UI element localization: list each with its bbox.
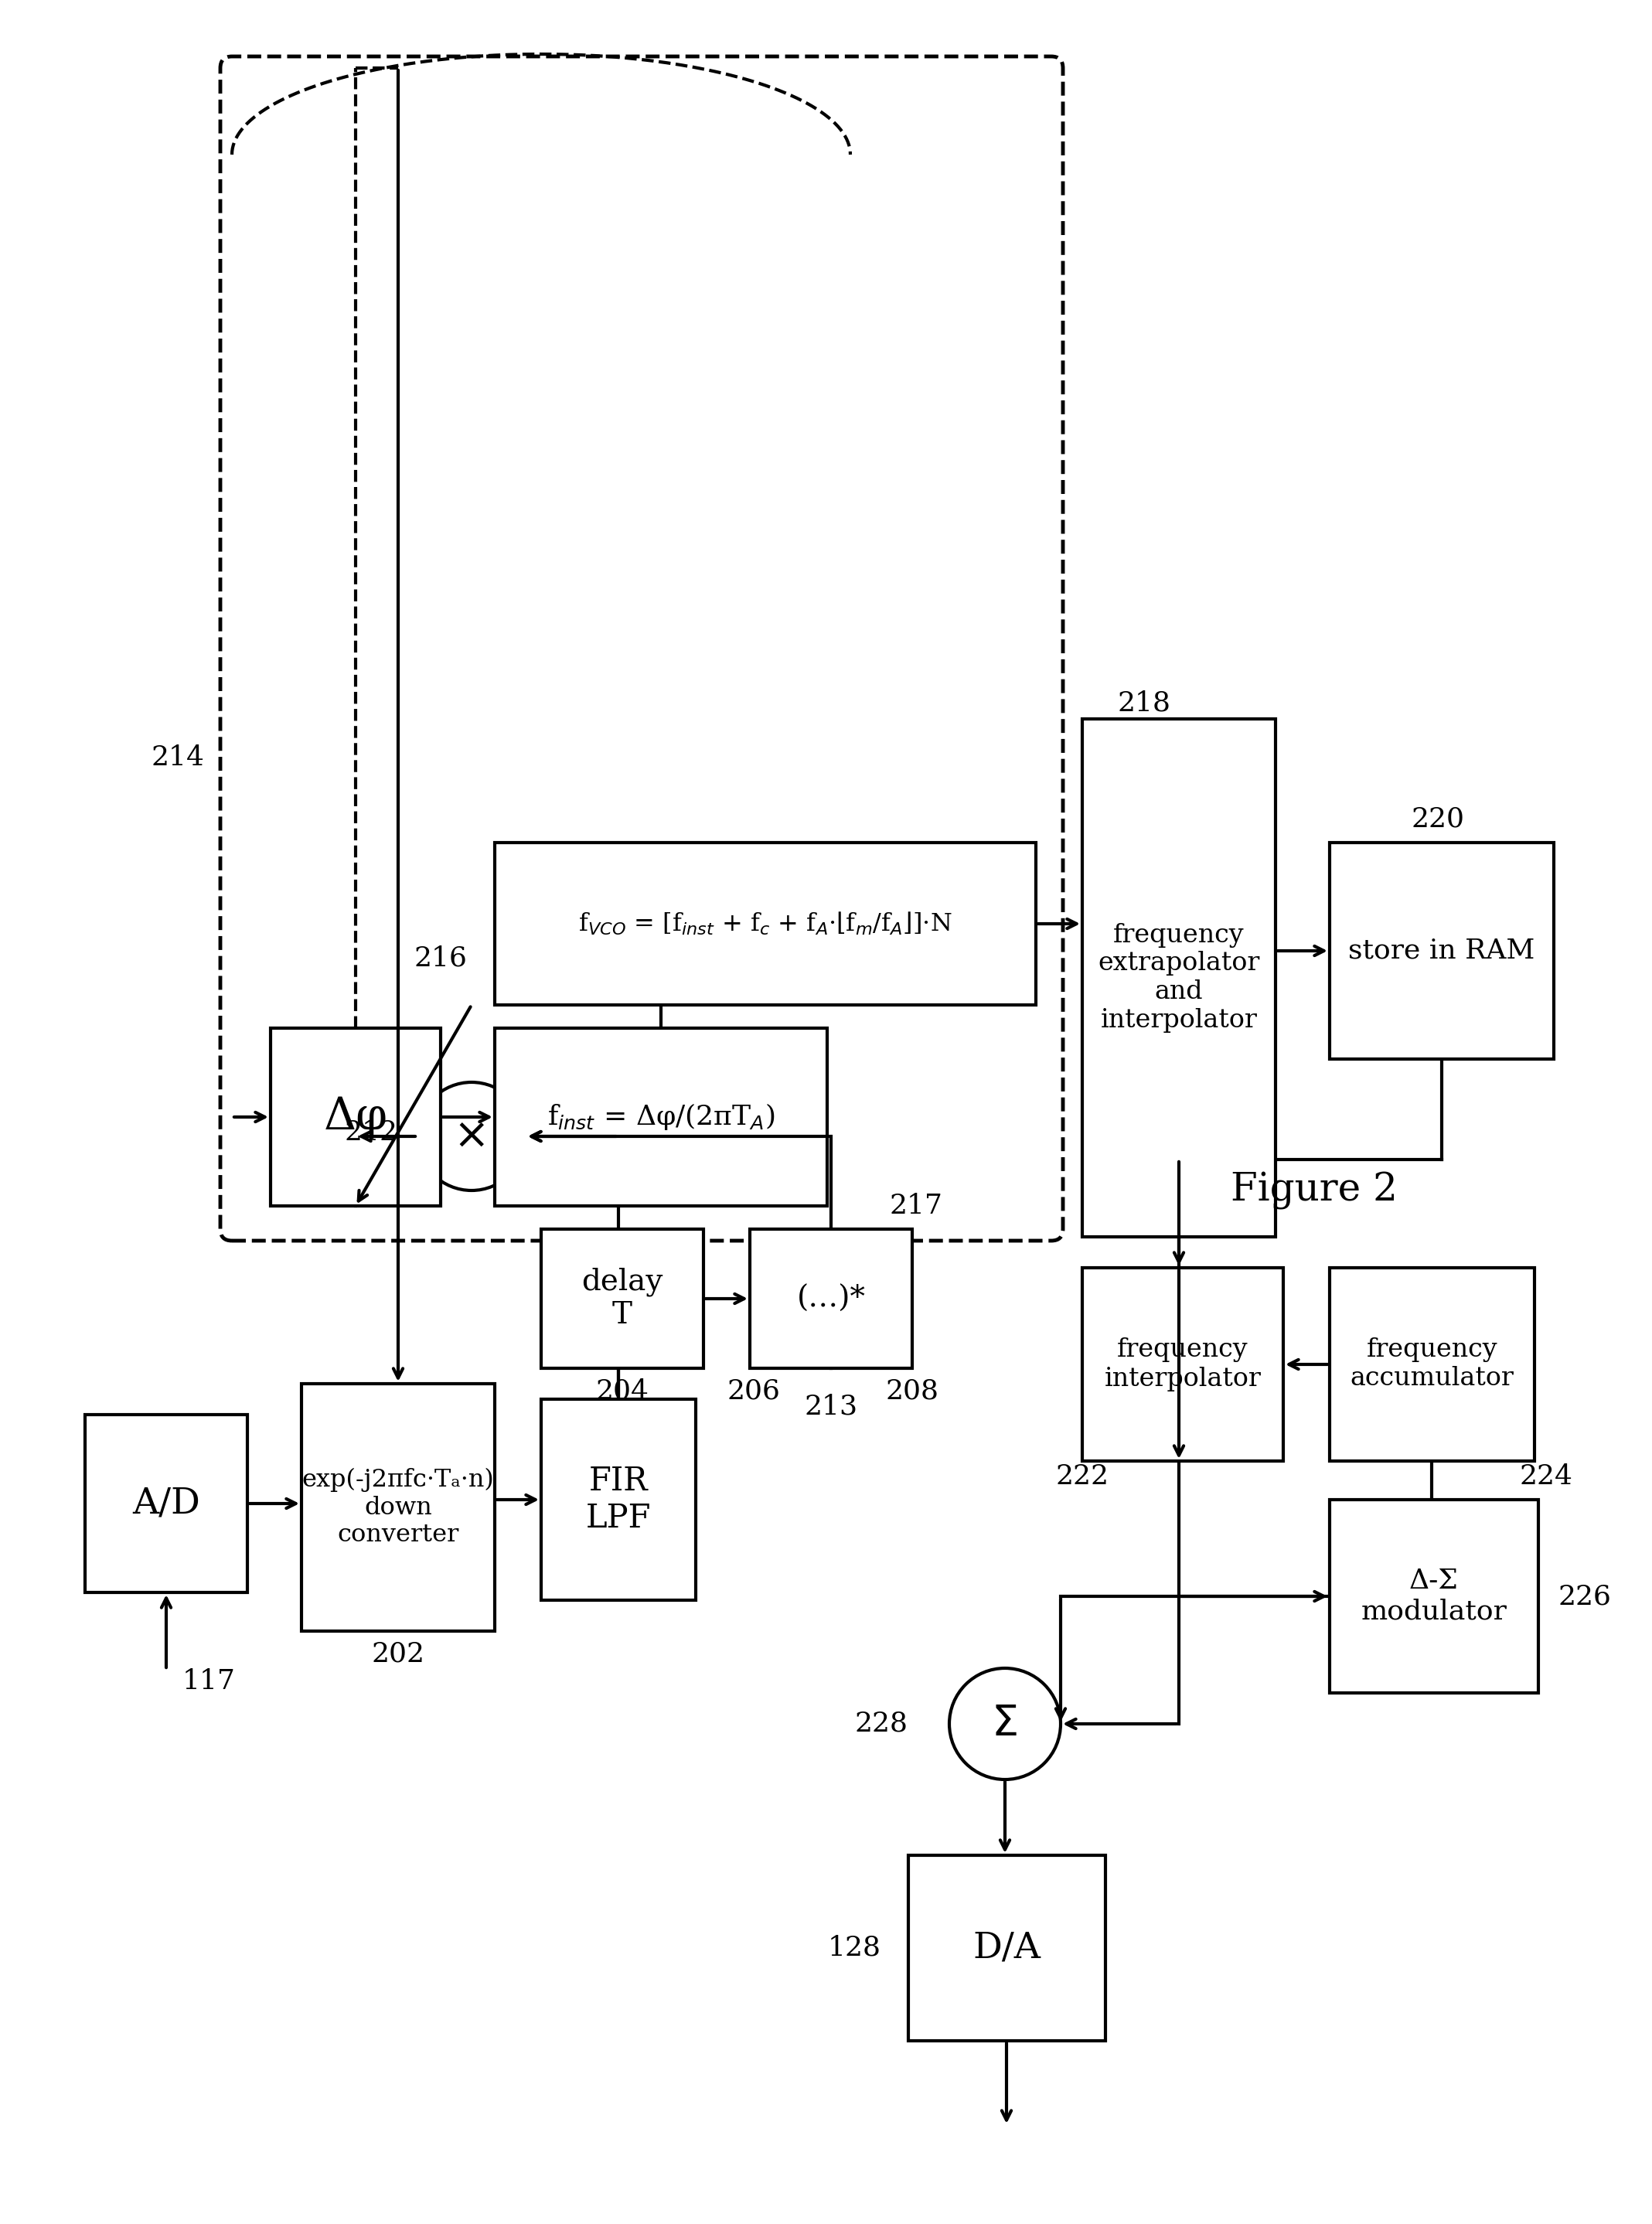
Bar xyxy=(301,1383,494,1630)
Text: 117: 117 xyxy=(182,1668,235,1695)
Bar xyxy=(909,1855,1105,2042)
Text: 212: 212 xyxy=(344,1119,398,1145)
Text: Δφ: Δφ xyxy=(324,1096,388,1139)
Text: 226: 226 xyxy=(1558,1583,1611,1610)
Text: 206: 206 xyxy=(727,1379,780,1406)
Bar xyxy=(1082,1268,1284,1461)
Bar xyxy=(542,1230,704,1368)
Text: f$_{inst}$ = Δφ/(2πT$_A$): f$_{inst}$ = Δφ/(2πT$_A$) xyxy=(547,1101,775,1132)
Text: 220: 220 xyxy=(1411,807,1465,832)
Circle shape xyxy=(418,1083,525,1190)
Bar xyxy=(494,1027,828,1205)
Bar xyxy=(1330,1268,1535,1461)
Text: exp(-j2πfᴄ·Tₐ·n)
down
converter: exp(-j2πfᴄ·Tₐ·n) down converter xyxy=(302,1468,494,1548)
Text: FIR
LPF: FIR LPF xyxy=(586,1466,651,1535)
Text: 217: 217 xyxy=(889,1192,943,1219)
Text: D/A: D/A xyxy=(973,1930,1041,1966)
Text: frequency
extrapolator
and
interpolator: frequency extrapolator and interpolator xyxy=(1099,923,1260,1034)
Text: (…)*: (…)* xyxy=(796,1285,866,1312)
Bar xyxy=(1330,1499,1538,1692)
Text: f$_{VCO}$ = [f$_{inst}$ + f$_c$ + f$_A$·⌊f$_m$/f$_A$⌋]·N: f$_{VCO}$ = [f$_{inst}$ + f$_c$ + f$_A$·… xyxy=(578,910,952,936)
Text: 216: 216 xyxy=(415,945,468,972)
Bar xyxy=(271,1027,441,1205)
Bar xyxy=(542,1399,695,1599)
Text: Σ: Σ xyxy=(991,1704,1019,1744)
Circle shape xyxy=(950,1668,1061,1779)
Text: delay
T: delay T xyxy=(582,1268,662,1330)
Text: frequency
accumulator: frequency accumulator xyxy=(1350,1337,1513,1390)
Text: 213: 213 xyxy=(805,1394,857,1421)
Bar xyxy=(1082,718,1275,1237)
Text: Figure 2: Figure 2 xyxy=(1231,1172,1398,1210)
Text: frequency
interpolator: frequency interpolator xyxy=(1104,1337,1260,1390)
Text: 214: 214 xyxy=(150,745,205,772)
Text: 224: 224 xyxy=(1520,1463,1573,1490)
Text: store in RAM: store in RAM xyxy=(1348,939,1535,963)
Text: ×: × xyxy=(454,1116,489,1156)
Text: A/D: A/D xyxy=(132,1486,200,1521)
Bar xyxy=(84,1414,248,1592)
Bar xyxy=(750,1230,912,1368)
Text: Δ-Σ
modulator: Δ-Σ modulator xyxy=(1361,1568,1507,1626)
Bar xyxy=(494,843,1036,1005)
Text: 208: 208 xyxy=(885,1379,938,1406)
Text: 218: 218 xyxy=(1117,689,1171,716)
Text: 204: 204 xyxy=(596,1379,649,1406)
Bar xyxy=(1330,843,1555,1059)
Text: 222: 222 xyxy=(1056,1463,1108,1490)
Text: 202: 202 xyxy=(372,1641,425,1668)
Text: 228: 228 xyxy=(854,1710,909,1737)
Text: 128: 128 xyxy=(828,1935,881,1962)
